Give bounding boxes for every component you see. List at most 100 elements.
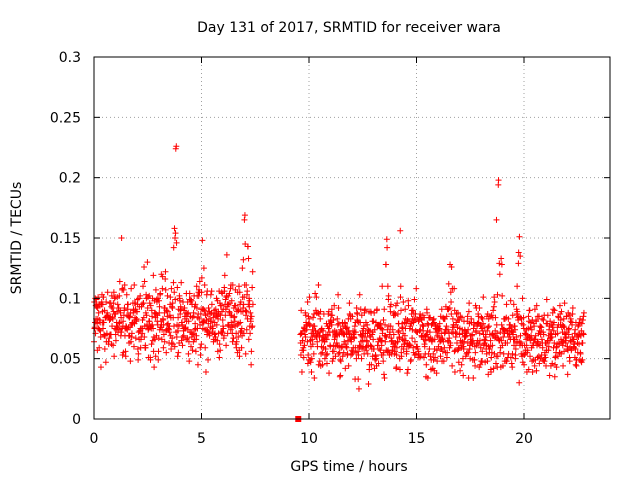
data-point	[448, 311, 455, 318]
data-point	[249, 284, 256, 291]
data-point	[520, 321, 527, 328]
data-point	[563, 335, 570, 342]
data-point	[566, 358, 573, 365]
data-point	[185, 318, 192, 325]
data-point	[298, 307, 305, 314]
data-point	[484, 327, 491, 334]
data-point	[569, 311, 576, 318]
data-point	[575, 323, 582, 330]
data-point	[519, 295, 526, 302]
data-point	[550, 306, 557, 313]
data-point	[118, 235, 125, 241]
data-point	[489, 342, 496, 349]
data-point	[343, 344, 350, 351]
data-point	[200, 265, 207, 272]
data-point	[377, 320, 384, 327]
data-point	[480, 320, 487, 327]
data-point	[370, 346, 377, 353]
data-point	[417, 311, 424, 318]
data-point	[354, 318, 361, 325]
data-point	[509, 364, 516, 371]
data-point	[111, 353, 118, 360]
data-point	[397, 227, 404, 234]
data-point	[213, 321, 220, 328]
data-point	[302, 312, 309, 319]
data-point	[537, 355, 544, 362]
data-point	[458, 314, 465, 321]
data-point	[298, 368, 305, 375]
data-point	[515, 260, 522, 267]
data-point	[337, 356, 344, 363]
data-point	[355, 376, 362, 383]
data-point	[173, 239, 180, 246]
data-point	[171, 343, 178, 350]
data-point	[100, 294, 107, 301]
data-point	[249, 301, 256, 308]
data-point	[499, 292, 506, 299]
data-point	[377, 347, 384, 354]
data-point	[420, 323, 427, 330]
data-point	[407, 342, 414, 349]
y-axis-label: SRMTID / TECUs	[9, 182, 25, 295]
data-point	[384, 244, 391, 251]
data-point	[423, 361, 430, 368]
data-point	[193, 283, 200, 290]
data-point	[241, 216, 248, 223]
data-point	[417, 353, 424, 360]
data-point	[148, 341, 155, 348]
data-point	[202, 344, 209, 351]
data-point	[194, 314, 201, 321]
data-point	[132, 335, 139, 342]
data-point	[565, 325, 572, 332]
data-point	[470, 374, 477, 381]
data-point	[312, 290, 319, 297]
data-point	[464, 313, 471, 320]
data-point	[477, 361, 484, 368]
data-point	[443, 323, 450, 330]
data-point	[370, 318, 377, 325]
data-point	[215, 315, 222, 322]
data-point	[354, 311, 361, 318]
data-point	[316, 358, 323, 365]
data-point	[356, 291, 363, 298]
data-point	[117, 309, 124, 316]
x-axis-label: GPS time / hours	[290, 459, 407, 475]
data-point	[534, 354, 541, 361]
data-point	[113, 308, 120, 315]
data-point	[237, 319, 244, 326]
data-point	[352, 329, 359, 336]
data-point	[346, 330, 353, 337]
data-point	[533, 302, 540, 309]
data-point	[540, 331, 547, 338]
data-point	[396, 366, 403, 373]
data-point	[498, 255, 505, 262]
data-point	[245, 255, 252, 262]
data-point	[493, 330, 500, 337]
data-point	[367, 342, 374, 349]
data-point	[248, 348, 255, 355]
data-point	[227, 285, 234, 292]
data-point	[152, 353, 159, 360]
data-point	[353, 309, 360, 316]
data-point	[237, 329, 244, 336]
data-point	[248, 361, 255, 368]
data-point	[330, 348, 337, 355]
data-point	[356, 342, 363, 349]
data-point	[127, 338, 134, 345]
data-point	[164, 308, 171, 315]
data-point	[343, 343, 350, 350]
data-point	[208, 288, 215, 295]
data-point	[397, 283, 404, 290]
data-point	[473, 329, 480, 336]
data-point	[146, 292, 153, 299]
data-point	[380, 371, 387, 378]
data-point	[389, 326, 396, 333]
data-point	[329, 312, 336, 319]
data-point	[408, 356, 415, 363]
data-point	[557, 317, 564, 324]
data-point	[339, 353, 346, 360]
data-point	[214, 337, 221, 344]
data-point	[326, 370, 333, 377]
data-point	[179, 333, 186, 340]
